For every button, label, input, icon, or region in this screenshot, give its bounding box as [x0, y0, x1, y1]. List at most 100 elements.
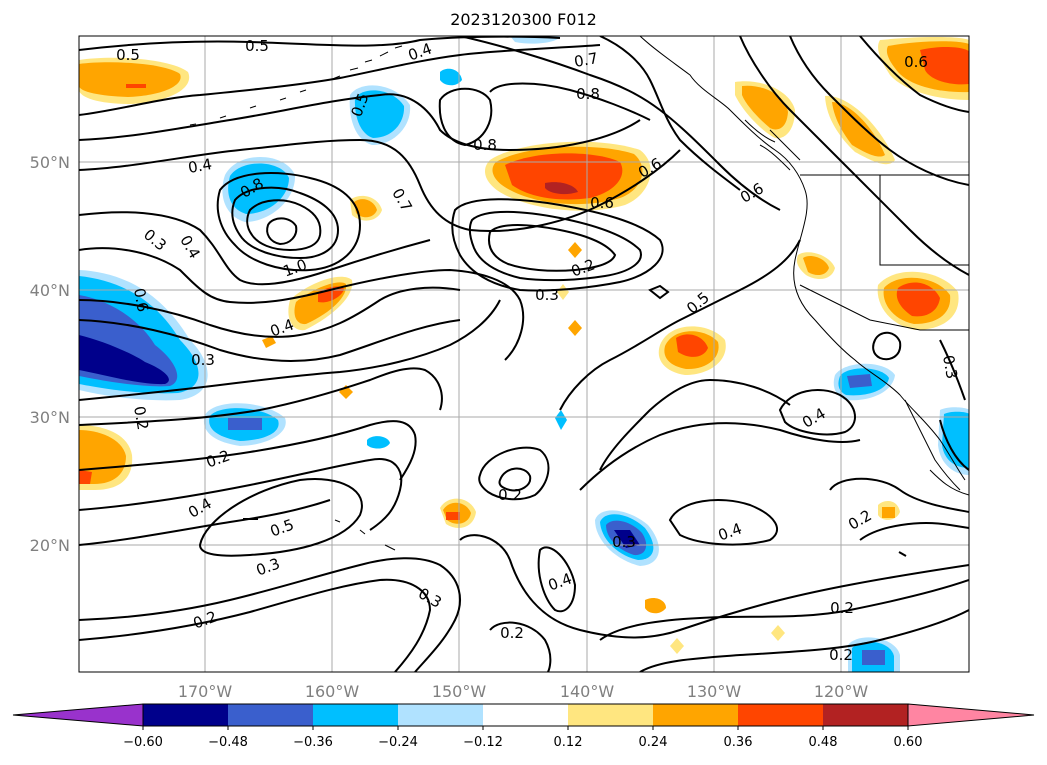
negative-anomaly-area	[440, 68, 462, 86]
colorbar-swatch	[313, 704, 398, 726]
contour-line	[79, 319, 461, 363]
contour-label: 0.6	[130, 287, 152, 314]
contour-label: 0.3	[612, 533, 636, 551]
contour-label: 0.3	[939, 354, 961, 381]
colorbar-tick-label: 0.60	[894, 735, 923, 750]
contour-line	[872, 331, 902, 361]
contour-line	[559, 239, 801, 411]
canada-coast	[744, 119, 801, 171]
contour-line	[246, 199, 322, 252]
latitude-label: 20°N	[30, 536, 70, 555]
contour-label: 0.7	[573, 49, 600, 71]
baja-coastline	[904, 399, 961, 491]
contour-line	[859, 522, 969, 541]
contour-line	[79, 211, 431, 286]
contour-line	[859, 36, 969, 113]
positive-anomaly-area	[262, 336, 276, 348]
negative-anomaly-area	[228, 418, 262, 430]
contour-line	[478, 446, 550, 501]
colorbar-swatch	[143, 704, 228, 726]
contour-label: 0.5	[116, 46, 140, 64]
contour-line	[459, 36, 781, 211]
positive-anomaly-area	[896, 282, 940, 317]
positive-anomaly-area	[676, 334, 708, 357]
positive-anomaly-area	[742, 85, 788, 130]
colorbar-swatch	[228, 704, 313, 726]
contour-line	[79, 367, 443, 426]
colorbar-tick-label: 0.24	[639, 735, 668, 750]
contour-line	[829, 477, 969, 513]
positive-anomaly-area	[505, 153, 623, 200]
negative-anomaly-area	[354, 90, 405, 138]
positive-anomaly-area	[354, 199, 377, 218]
positive-anomaly-area	[568, 242, 582, 258]
positive-anomaly-area	[670, 638, 684, 654]
coastlines	[169, 36, 969, 551]
contour-line	[898, 551, 907, 557]
contour-line	[459, 534, 969, 639]
contour-line	[79, 247, 525, 361]
contour-label: 0.2	[498, 486, 522, 504]
contour-line	[599, 378, 791, 471]
contour-line	[79, 578, 432, 672]
negative-anomaly-area	[847, 374, 872, 388]
positive-anomaly-area	[126, 84, 146, 88]
colorbar-swatch	[653, 704, 738, 726]
positive-anomaly-area	[771, 625, 785, 641]
contour-line	[79, 420, 417, 481]
colorbar-tick-label: −0.12	[463, 735, 503, 750]
positive-anomaly-area	[832, 102, 885, 157]
contour-label: 0.3	[535, 286, 559, 304]
contour-line	[739, 36, 969, 276]
contour-line	[79, 93, 641, 152]
contour-line	[639, 609, 969, 672]
contour-label: 0.6	[904, 53, 928, 71]
contour-lines	[79, 36, 969, 672]
contour-line	[79, 286, 461, 338]
colorbar-tick-label: −0.24	[378, 735, 418, 750]
negative-anomaly-area	[555, 410, 567, 430]
contour-line	[537, 546, 577, 613]
hawaii-islands	[334, 519, 396, 551]
contour-line	[216, 172, 362, 272]
contour-line	[599, 36, 741, 191]
longitude-label: 140°W	[560, 682, 615, 701]
colorbar-tick-label: 0.12	[554, 735, 583, 750]
contour-line	[451, 198, 664, 292]
contour-line	[489, 82, 651, 121]
colorbar-swatch	[738, 704, 823, 726]
positive-anomaly-area	[557, 284, 569, 300]
positive-anomaly-area	[545, 182, 578, 195]
positive-anomaly-area	[882, 507, 895, 518]
longitude-labels: 170°W 160°W 150°W 140°W 130°W 120°W	[178, 682, 869, 701]
latitude-label: 30°N	[30, 408, 70, 427]
contour-label: 0.4	[187, 155, 214, 177]
contour-line	[778, 389, 856, 436]
negative-anomaly-area	[862, 650, 885, 665]
contour-label: 0.2	[130, 405, 152, 432]
contour-line	[231, 186, 340, 260]
state-border	[879, 175, 969, 266]
colorbar-tick-label: −0.60	[123, 735, 163, 750]
positive-anomaly-area	[920, 46, 969, 85]
contour-line	[438, 87, 493, 147]
positive-anomaly-area	[79, 470, 92, 484]
latitude-label: 40°N	[30, 281, 70, 300]
contour-label: 0.6	[590, 194, 614, 212]
longitude-label: 150°W	[432, 682, 487, 701]
positive-anomaly-area	[568, 320, 582, 336]
colorbar-extend-high	[907, 703, 1035, 727]
colorbar-swatch	[823, 704, 908, 726]
state-border	[799, 284, 969, 331]
alaska-coastline	[639, 36, 966, 481]
contour-line	[489, 621, 552, 672]
map-frame	[78, 35, 970, 673]
longitude-label: 120°W	[814, 682, 869, 701]
positive-anomaly-area	[79, 430, 126, 484]
mexico-coast	[929, 469, 969, 496]
contour-line	[579, 422, 861, 491]
contour-line	[498, 467, 532, 492]
contour-line	[599, 579, 969, 641]
colorbar: −0.60 −0.48 −0.36 −0.24 −0.12 0.12 0.24 0.36 0.4…	[12, 703, 1035, 750]
